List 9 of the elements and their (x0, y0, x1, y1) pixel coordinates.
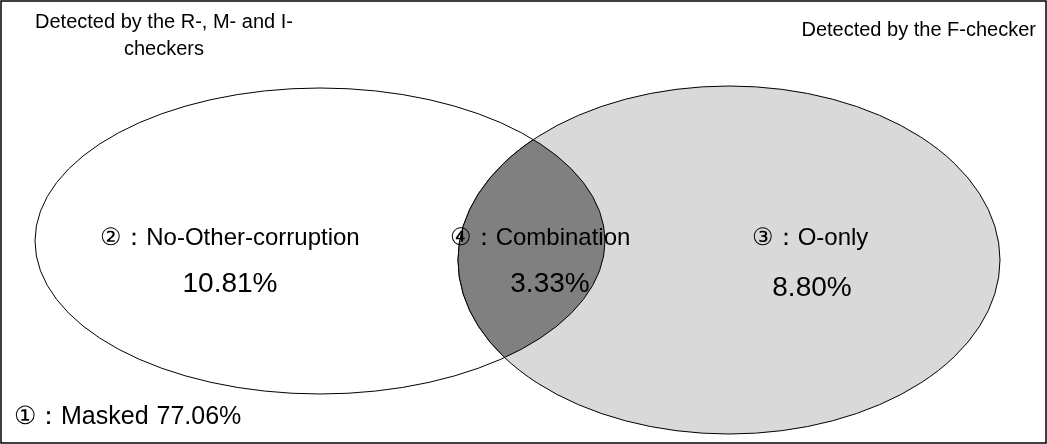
data-label: 77.06% (156, 401, 242, 429)
category-label: ②：No-Other-corruption (100, 223, 360, 250)
data-label: 3.33% (510, 267, 590, 298)
category-label: ①：Masked (14, 401, 149, 429)
text: Detected by the F-checker (801, 18, 1037, 40)
text: Detected by the R-, M- and I-checkers (34, 9, 294, 61)
data-label: 8.80% (772, 271, 852, 302)
data-label: 10.81% (182, 267, 278, 298)
category-label: ③：O-only (751, 223, 869, 250)
